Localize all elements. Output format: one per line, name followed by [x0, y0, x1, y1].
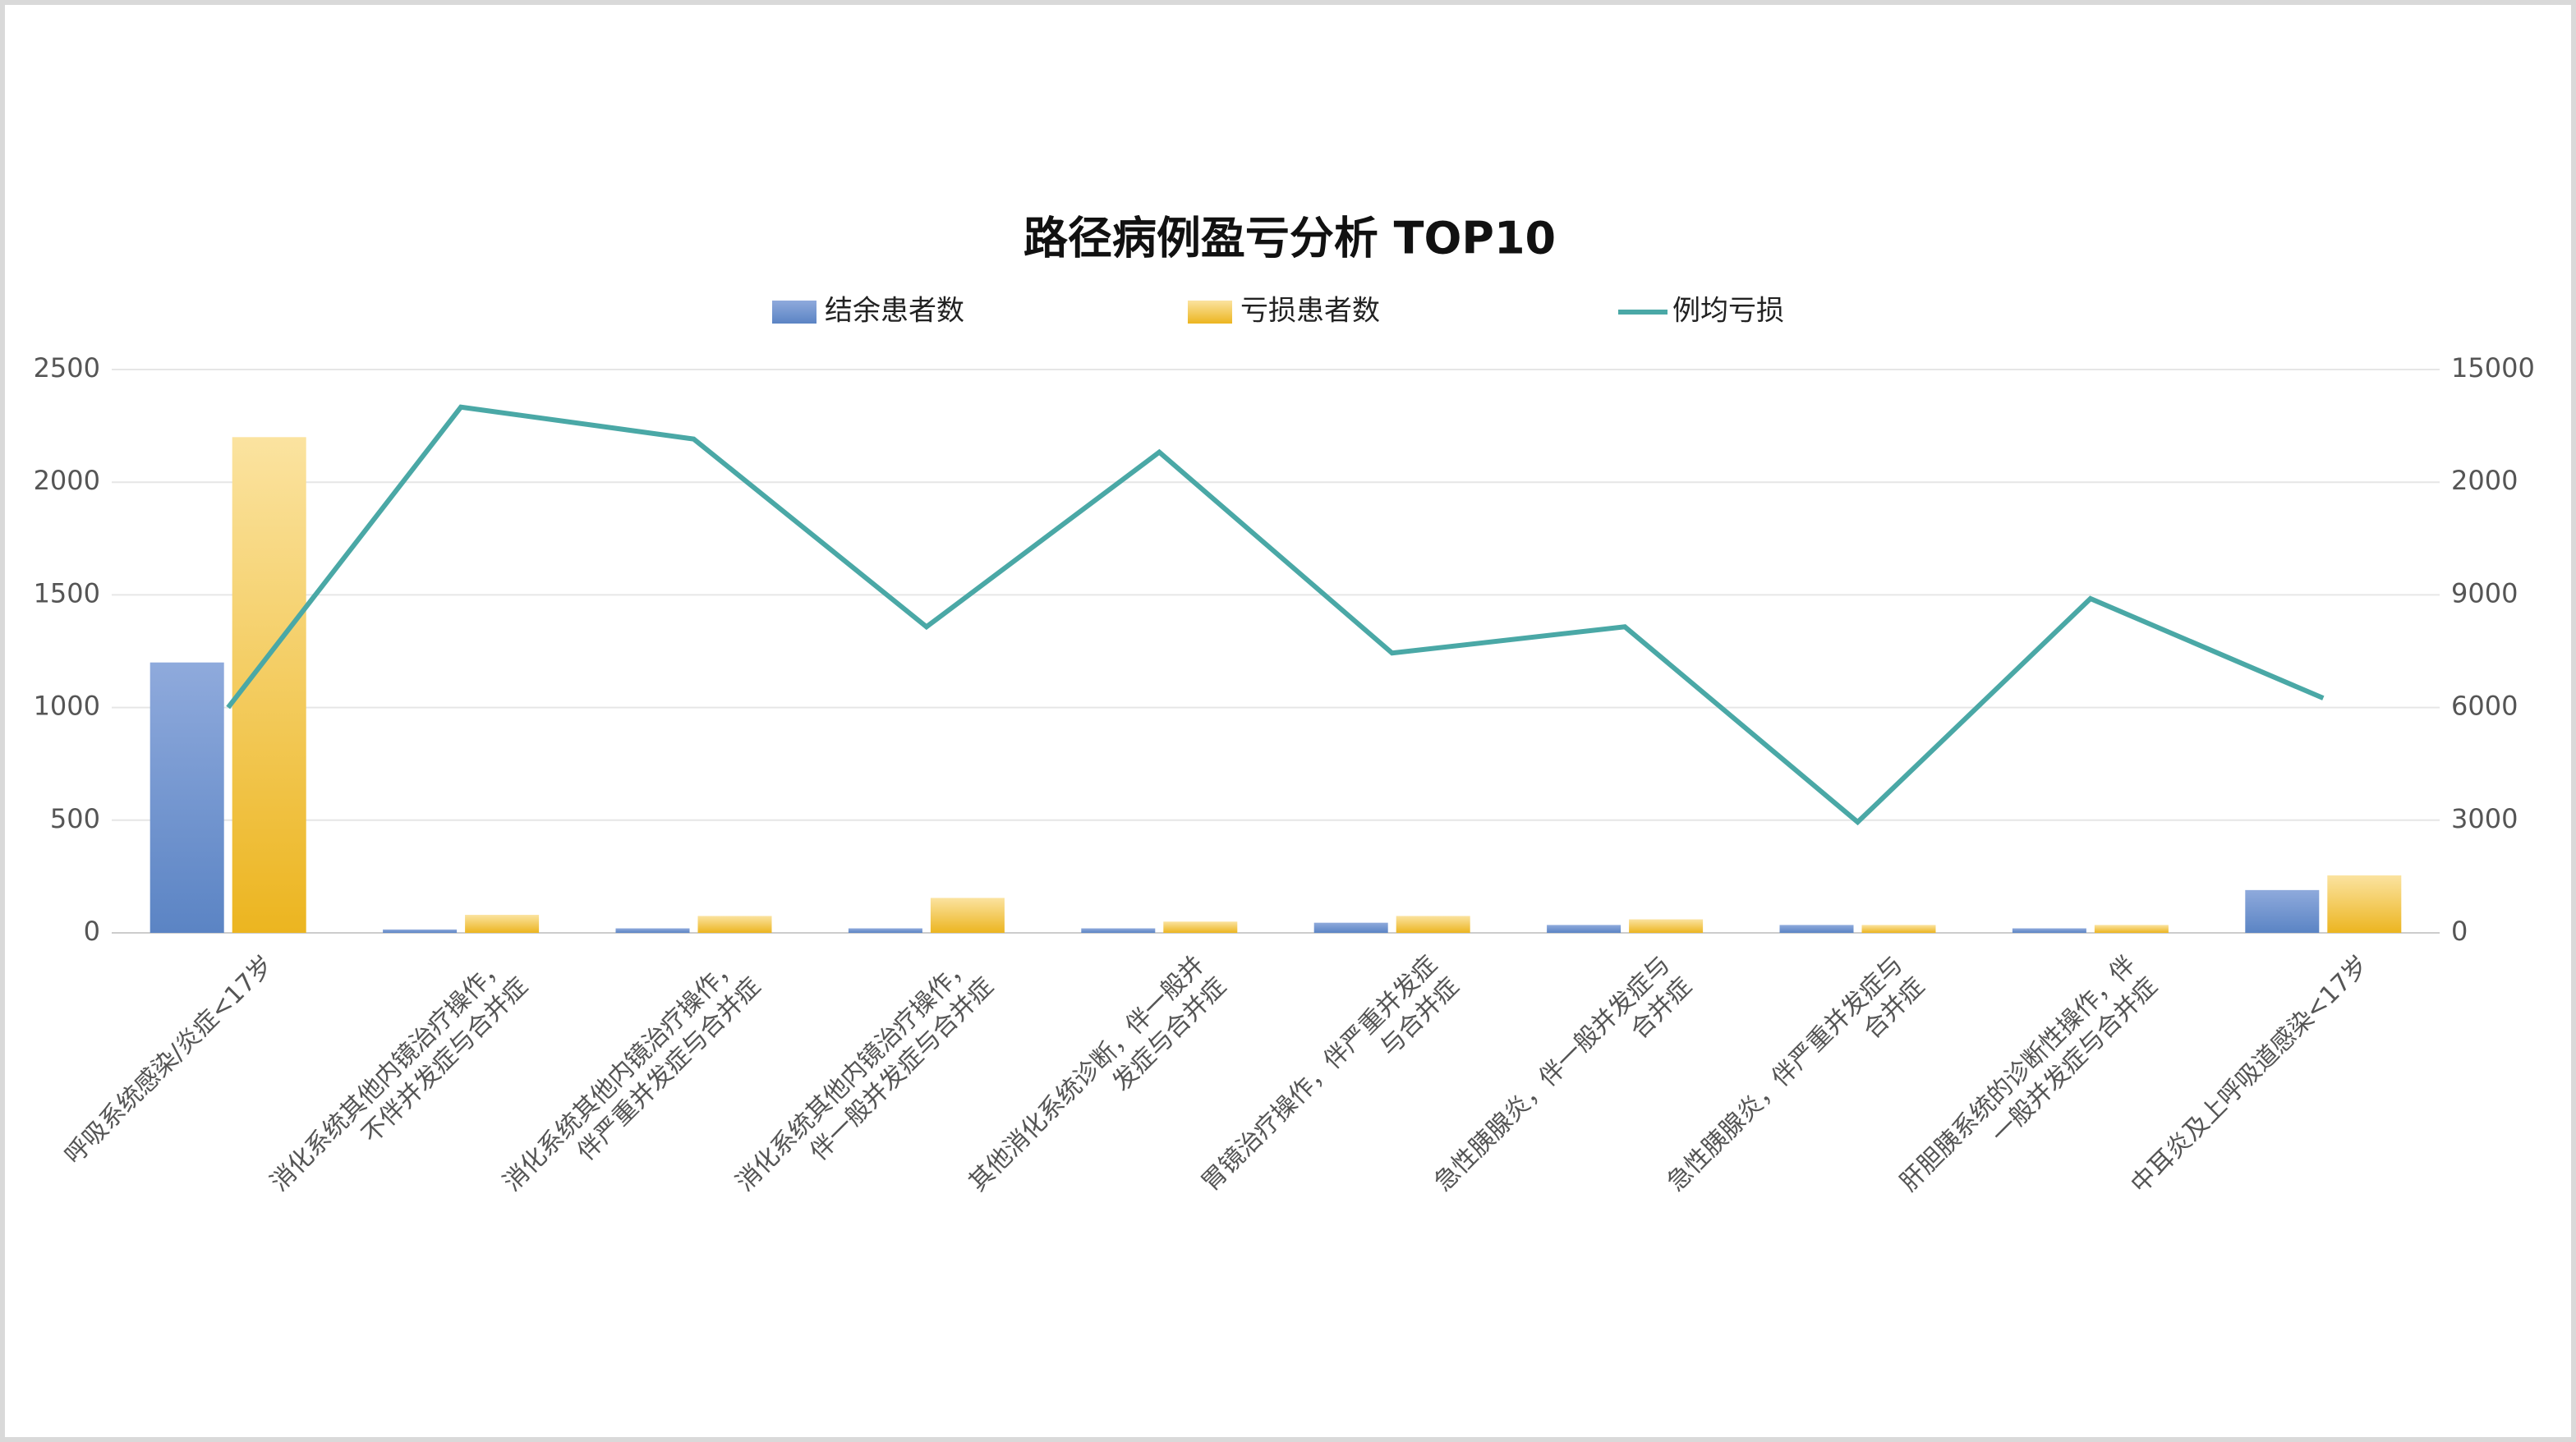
y-tick-label: 2500: [34, 352, 100, 383]
bar: [1547, 925, 1622, 933]
y-tick-label: 1000: [34, 691, 100, 722]
line: [226, 404, 2325, 826]
bar: [1861, 925, 1936, 933]
bar: [1163, 921, 1238, 933]
legend-label: 结余患者数: [825, 295, 964, 328]
chart-title: 路径病例盈亏分析 TOP10: [1024, 213, 1556, 264]
bar: [2245, 889, 2320, 933]
bar: [383, 929, 458, 933]
bar: [1629, 919, 1704, 933]
bar: [615, 928, 690, 933]
y2-tick-label: 15000: [2451, 352, 2535, 383]
bar: [1081, 928, 1156, 933]
bar: [1779, 925, 1854, 933]
y-tick-label: 2000: [34, 465, 100, 496]
y2-tick-label: 3000: [2451, 803, 2518, 834]
y-tick-label: 1500: [34, 577, 100, 608]
bar: [697, 916, 772, 933]
legend-label: 亏损患者数: [1240, 295, 1380, 328]
y2-tick-label: 9000: [2451, 577, 2518, 608]
y2-tick-label: 2000: [2451, 465, 2518, 496]
y2-tick-label: 0: [2451, 916, 2468, 947]
bar: [465, 915, 540, 933]
legend-swatch: [772, 301, 816, 324]
y-tick-label: 500: [50, 803, 100, 834]
y-tick-label: 0: [84, 916, 100, 947]
legend-swatch: [1188, 301, 1232, 324]
bar: [2094, 925, 2169, 933]
bar: [2012, 928, 2086, 933]
bar: [930, 898, 1005, 933]
y2-tick-label: 6000: [2451, 691, 2518, 722]
bar: [1396, 916, 1470, 933]
bar: [848, 928, 922, 933]
bar: [1313, 922, 1388, 933]
legend-label: 例均亏损: [1672, 295, 1784, 328]
bar: [2327, 875, 2402, 933]
bar: [150, 662, 224, 933]
